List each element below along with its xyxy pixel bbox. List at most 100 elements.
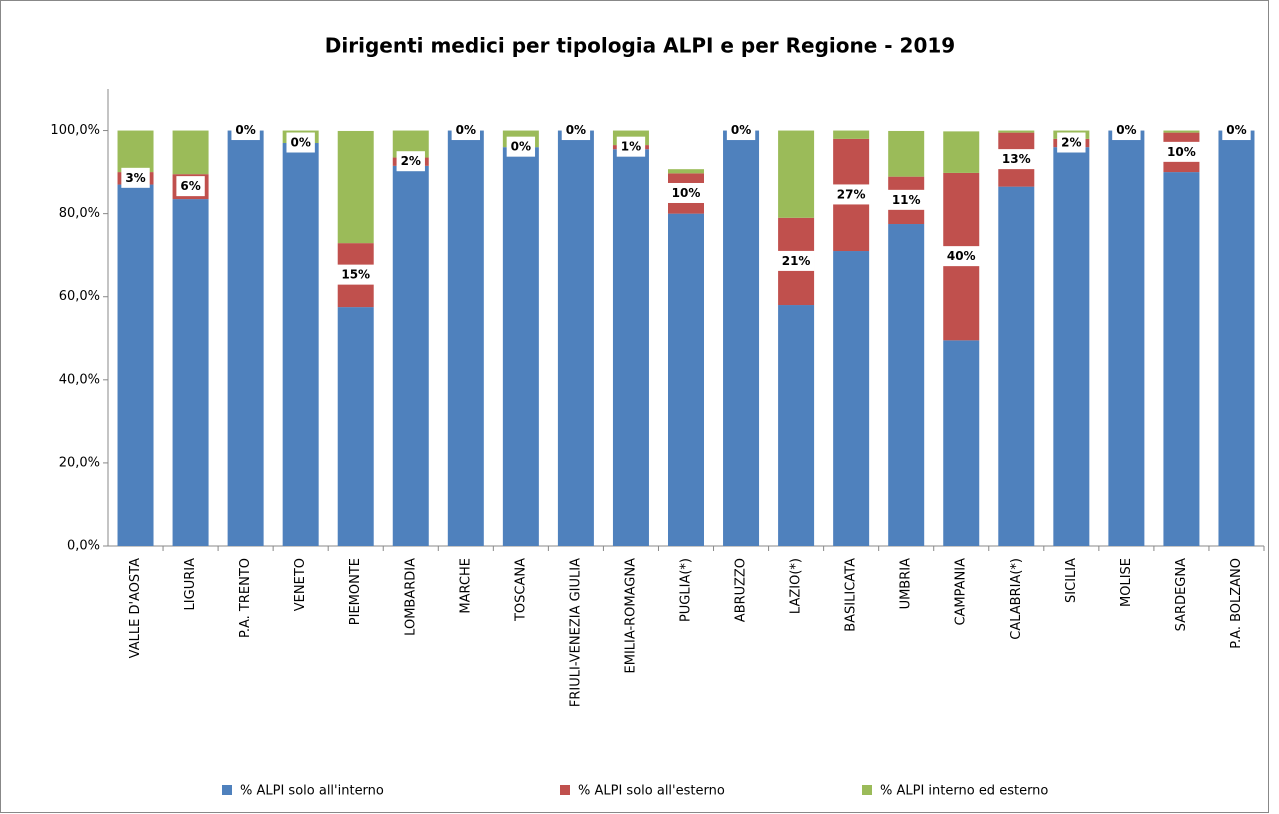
data-label-text: 0% [1116,123,1136,137]
bar-segment [172,199,209,546]
data-label: 0% [726,120,756,141]
bar-segment [227,130,264,546]
x-tick-label: ABRUZZO [734,558,749,622]
bar-segment [943,131,980,173]
data-label-box [506,136,536,157]
data-label: 15% [337,264,375,285]
data-label-box [337,264,375,285]
bar-segment [723,130,760,546]
data-label-text: 0% [290,136,310,150]
legend-swatch [862,785,872,795]
bar-segment [668,213,704,547]
y-tick-label: 80,0% [59,206,100,221]
bar-segment [117,184,154,546]
data-label-text: 0% [456,123,476,137]
data-label-text: 27% [837,187,866,201]
data-label: 6% [176,176,205,197]
data-label: 40% [942,246,980,267]
x-tick-label: SARDEGNA [1174,558,1189,631]
data-label: 3% [121,167,150,188]
data-label: 10% [1163,141,1200,162]
bar-segment [557,130,594,546]
data-label-box [451,120,480,141]
x-tick-label: VALLE D'AOSTA [128,558,143,658]
x-tick-label: LOMBARDIA [403,558,418,636]
bar-segment [337,130,374,244]
x-tick-label: CALABRIA(*) [1009,558,1024,640]
bar-segment [282,143,319,546]
x-tick-label: MARCHE [458,558,473,614]
data-label-text: 2% [401,154,421,168]
data-label: 10% [667,182,705,203]
bar-segment [502,147,539,546]
y-tick-label: 20,0% [59,455,100,470]
y-tick-label: 40,0% [59,372,100,387]
chart-title: Dirigenti medici per tipologia ALPI e pe… [325,34,955,58]
data-label-text: 13% [1002,152,1031,166]
bar-segment [172,130,209,175]
bar-segment [337,307,374,546]
bar-segment [1108,130,1145,546]
x-tick-label: P.A. BOLZANO [1229,558,1244,649]
legend-swatch [560,785,570,795]
data-label-box [121,167,150,188]
data-label: 2% [1057,132,1086,153]
data-label-text: 40% [947,249,976,263]
data-label-box [231,120,260,141]
data-label-text: 6% [180,179,200,193]
data-label-text: 10% [672,186,701,200]
bar-segment [612,149,649,546]
bar-segment [778,130,815,218]
x-tick-label: SICILIA [1064,558,1079,603]
data-label-text: 1% [621,140,641,154]
bar-segment [888,130,925,177]
bar-segment [447,130,484,546]
legend-label: % ALPI solo all'esterno [578,784,725,799]
data-label: 0% [1222,120,1251,141]
bar-segment [117,130,154,173]
data-label-box [832,184,870,205]
legend-swatch [222,785,232,795]
data-label-box [561,120,591,141]
legend-label: % ALPI solo all'interno [240,784,384,799]
data-label: 0% [286,132,315,153]
data-label-box [777,250,815,271]
bar-segment [392,165,429,547]
bar-segment [668,169,704,174]
legend-label: % ALPI interno ed esterno [880,784,1048,799]
data-label-box [942,246,980,267]
bar-segment [1163,172,1200,546]
data-label-box [616,136,646,157]
bar-segment [778,305,815,546]
data-label-text: 21% [782,254,811,268]
x-tick-label: P.A. TRENTO [238,558,253,638]
x-tick-label: TOSCANA [513,558,528,622]
x-tick-label: PUGLIA(*) [679,558,694,622]
x-tick-label: VENETO [293,558,308,611]
x-tick-label: PIEMONTE [348,558,363,625]
bar-segment [1053,147,1090,546]
data-label-text: 2% [1061,136,1081,150]
data-label-text: 10% [1167,145,1196,159]
x-tick-label: EMILIA-ROMAGNA [623,558,638,674]
data-label-box [887,189,925,210]
data-label-text: 11% [892,193,921,207]
x-tick-label: LAZIO(*) [789,558,804,614]
data-label-box [1163,141,1200,162]
data-label-box [997,149,1035,170]
data-label-box [286,132,315,153]
bar-segment [1218,130,1255,546]
data-label-box [726,120,756,141]
bar-segment [943,340,980,546]
data-label: 1% [616,136,646,157]
x-tick-label: FRIULI-VENEZIA GIULIA [568,558,583,707]
data-label: 27% [832,184,870,205]
data-label-box [667,182,705,203]
data-label: 0% [561,120,591,141]
x-tick-label: LIGURIA [183,558,198,611]
bar-segment [998,186,1035,546]
data-label: 0% [231,120,260,141]
x-tick-label: BASILICATA [844,558,859,632]
data-label-box [176,176,205,197]
data-label-text: 0% [1226,123,1246,137]
